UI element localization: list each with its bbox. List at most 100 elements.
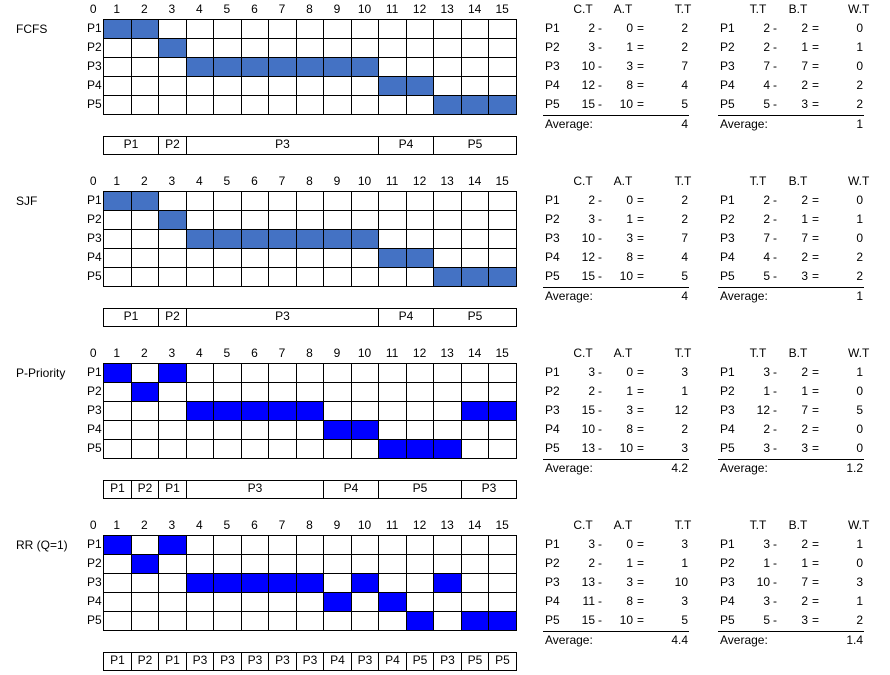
timeline-cell [241,76,269,96]
table-value: 2 [763,193,770,207]
gantt-segment: P3 [186,480,324,499]
table-operator: - [598,21,602,35]
average-label: Average: [545,633,593,647]
table-header: B.T [788,518,808,532]
timeline-cell [461,573,489,593]
timeline-cell [433,19,462,39]
timeline-cell [433,76,462,96]
time-tick-label: 7 [278,174,286,188]
table-value: 1 [801,212,808,226]
table-result: 3 [681,365,688,379]
timeline-cell [433,382,462,402]
timeline-cell [103,76,132,96]
table-result: 3 [681,441,688,455]
table-header: T.T [674,518,692,532]
timeline-cell [296,38,324,58]
timeline-cell [241,38,269,58]
gantt-segment: P3 [186,136,379,155]
timeline-cell [433,535,462,555]
average-label: Average: [545,461,593,475]
timeline-cell-filled [241,57,269,77]
timeline-cell [323,363,352,383]
timeline-cell [323,382,352,402]
timeline-cell [351,535,379,555]
average-label: Average: [545,289,593,303]
time-tick-label: 2 [140,518,148,532]
time-tick-label: 3 [168,2,176,16]
timeline-cell-filled [488,611,517,631]
table-value: 2 [763,422,770,436]
table-value: 0 [626,537,633,551]
time-tick-label: 8 [306,2,313,16]
table-operator: = [637,403,645,417]
table-value: 4 [763,250,770,264]
timeline-cell [186,191,214,211]
timeline-cell [351,363,379,383]
table-value: 3 [588,537,595,551]
table-operator: - [773,556,777,570]
timeline-cell [351,191,379,211]
timeline-cell [103,210,132,230]
table-result: 7 [681,231,688,245]
timeline-cell [488,191,517,211]
table-result: 1 [856,594,863,608]
timeline-cell [186,420,214,440]
timeline-cell [433,57,462,77]
table-operator: = [812,575,820,589]
timeline-cell-filled [241,573,269,593]
timeline-cell [296,191,324,211]
timeline-cell [131,420,159,440]
table-value: 8 [626,422,633,436]
time-tick-label: 11 [385,518,399,532]
average-label: Average: [545,117,593,131]
timeline-cell [158,95,187,115]
process-row-label: P2 [87,556,102,570]
time-tick-label: 5 [223,518,231,532]
timeline-cell-filled [323,229,352,249]
timeline-cell [296,382,324,402]
timeline-cell [103,382,132,402]
timeline-cell [103,401,132,421]
timeline-cell [268,19,297,39]
table-header: W.T [848,174,870,188]
timeline-cell [406,210,434,230]
timeline-cell [433,611,462,631]
table-operator: - [773,575,777,589]
table-process-label: P3 [545,403,560,417]
table-process-label: P1 [720,365,735,379]
time-tick-label: 8 [306,346,313,360]
timeline-cell [433,554,462,574]
table-result: 2 [856,97,863,111]
table-operator: - [598,231,602,245]
time-tick-label: 1 [113,2,121,16]
table-value: 3 [626,575,633,589]
table-operator: - [598,97,602,111]
time-tick-label: 14 [467,2,482,16]
table-value: 2 [801,365,808,379]
process-row-label: P4 [87,250,102,264]
timeline-cell [103,439,132,459]
timeline-cell-filled [296,573,324,593]
table-process-label: P3 [720,575,735,589]
gantt-segment: P3 [433,652,462,671]
table-operator: = [812,594,820,608]
table-operator: - [773,422,777,436]
timeline-cell [158,573,187,593]
table-operator: - [598,613,602,627]
timeline-cell [158,191,187,211]
time-tick-label: 14 [467,518,482,532]
gantt-segment: P1 [103,136,159,155]
process-row-label: P4 [87,422,102,436]
timeline-cell [213,267,242,287]
table-operator: - [773,21,777,35]
table-process-label: P2 [545,212,560,226]
table-result: 1 [856,212,863,226]
table-value: 3 [588,40,595,54]
timeline-cell [378,611,407,631]
timeline-cell [241,535,269,555]
time-tick-label: 6 [251,346,258,360]
time-tick-label: 0 [89,518,97,532]
timeline-cell [351,382,379,402]
timeline-cell [488,248,517,268]
timeline-cell-filled [351,420,379,440]
